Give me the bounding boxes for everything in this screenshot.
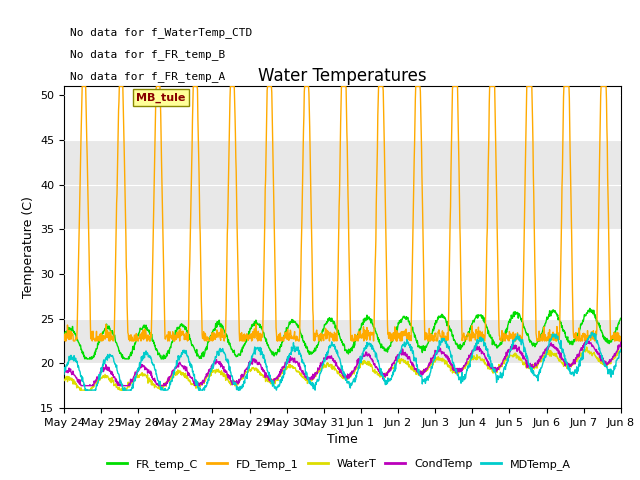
Text: No data for f_FR_temp_B: No data for f_FR_temp_B <box>70 49 226 60</box>
Text: No data for f_WaterTemp_CTD: No data for f_WaterTemp_CTD <box>70 27 253 38</box>
X-axis label: Time: Time <box>327 433 358 446</box>
Y-axis label: Temperature (C): Temperature (C) <box>22 196 35 298</box>
Bar <box>64 140 621 229</box>
Bar <box>64 319 621 363</box>
Text: No data for f_FR_temp_A: No data for f_FR_temp_A <box>70 71 226 82</box>
Legend: FR_temp_C, FD_Temp_1, WaterT, CondTemp, MDTemp_A: FR_temp_C, FD_Temp_1, WaterT, CondTemp, … <box>102 455 576 474</box>
Text: MB_tule: MB_tule <box>136 93 186 103</box>
Title: Water Temperatures: Water Temperatures <box>258 67 427 85</box>
